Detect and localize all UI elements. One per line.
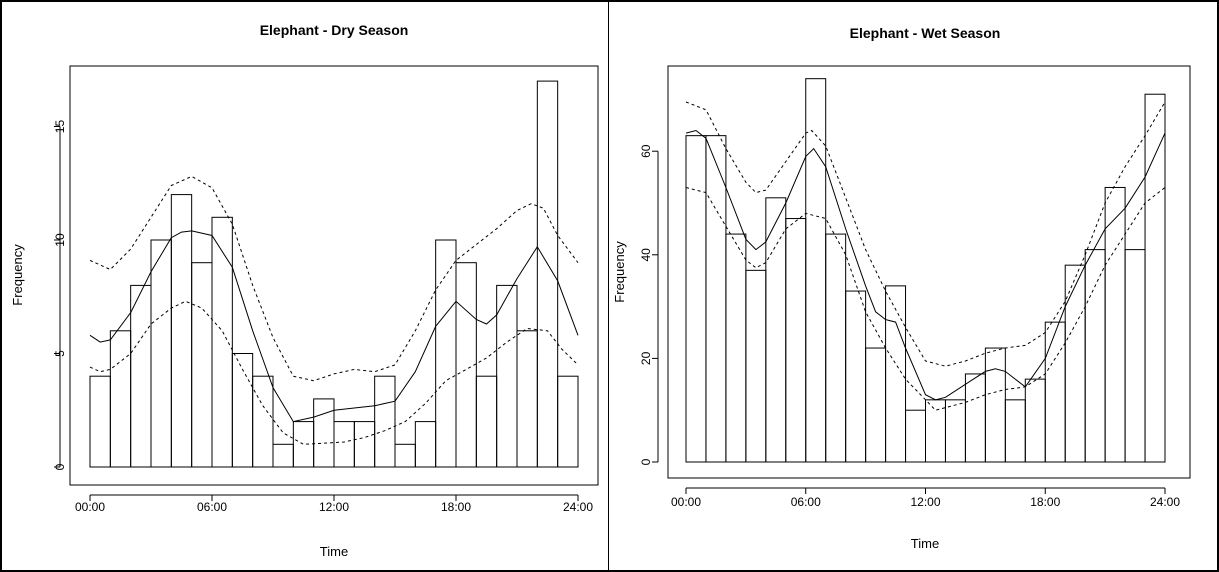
x-tick-label: 12:00 xyxy=(319,500,349,514)
histogram-bar xyxy=(272,443,294,468)
histogram-bar xyxy=(435,239,457,468)
histogram-bar xyxy=(536,80,559,468)
x-axis-label: Time xyxy=(320,544,348,559)
histogram-bar xyxy=(333,421,355,468)
histogram-bar xyxy=(1064,264,1086,463)
histogram-bar xyxy=(313,398,335,468)
histogram-bar xyxy=(964,373,986,463)
histogram-bar xyxy=(825,233,847,463)
density-line xyxy=(685,129,1166,401)
chart-title: Elephant - Dry Season xyxy=(260,22,409,38)
histogram-bar xyxy=(475,375,498,468)
histogram-bar xyxy=(394,443,416,468)
confidence-band-line xyxy=(89,175,579,382)
histogram-bar xyxy=(516,330,538,468)
histogram-bar xyxy=(1004,399,1026,463)
x-tick-label: 18:00 xyxy=(441,500,471,514)
y-axis-label: Frequency xyxy=(10,244,25,306)
histogram-bar xyxy=(865,347,887,463)
histogram-bar xyxy=(191,262,213,468)
histogram-bar xyxy=(1124,249,1146,463)
histogram-bar xyxy=(725,233,747,463)
dry-season-chart: Elephant - Dry Season Time Frequency 00:… xyxy=(10,22,599,559)
histogram-bar xyxy=(905,409,926,463)
histogram-bar xyxy=(1104,186,1126,463)
confidence-band-line xyxy=(685,187,1166,411)
y-tick-label: 0 xyxy=(53,463,67,470)
histogram-bar xyxy=(705,135,727,463)
confidence-band-line xyxy=(685,101,1166,367)
histogram-bar xyxy=(984,347,1006,463)
histogram-bar xyxy=(211,216,233,468)
y-tick-label: 10 xyxy=(53,233,67,247)
x-tick-label: 06:00 xyxy=(791,495,821,509)
panel-divider xyxy=(608,0,609,572)
x-tick-label: 00:00 xyxy=(75,500,105,514)
histogram-bar xyxy=(496,284,518,468)
x-axis-label: Time xyxy=(911,536,939,551)
histogram-bar xyxy=(109,330,132,468)
histogram-bar xyxy=(252,375,274,468)
plot-box xyxy=(69,65,599,486)
histogram-bar xyxy=(1024,378,1046,463)
histogram-bar xyxy=(845,290,867,463)
x-tick-label: 12:00 xyxy=(910,495,940,509)
histogram-bar xyxy=(89,375,111,468)
y-tick-label: 5 xyxy=(53,350,67,357)
x-tick-label: 24:00 xyxy=(1150,495,1180,509)
histogram-bar xyxy=(455,262,477,468)
histogram-bar xyxy=(944,399,966,463)
y-tick-label: 40 xyxy=(639,248,653,262)
histogram-bar xyxy=(685,135,707,463)
histogram-bar xyxy=(374,375,396,468)
histogram-bar xyxy=(1044,321,1066,463)
y-tick-label: 60 xyxy=(639,144,653,158)
histogram-bar xyxy=(745,269,767,463)
histogram-bar xyxy=(231,353,254,468)
histogram-bar xyxy=(805,78,827,463)
histogram-bar xyxy=(130,284,152,468)
y-tick-label: 15 xyxy=(53,120,67,134)
histogram-bar xyxy=(557,375,579,468)
histogram-bar xyxy=(292,421,315,468)
y-tick-label: 0 xyxy=(639,458,653,465)
chart-title: Elephant - Wet Season xyxy=(850,25,1001,41)
histogram-bar xyxy=(414,421,437,468)
histogram-bar xyxy=(1084,249,1106,463)
x-tick-label: 24:00 xyxy=(563,500,593,514)
wet-season-chart: Elephant - Wet Season Time Frequency 00:… xyxy=(612,25,1191,551)
density-line xyxy=(89,230,579,423)
x-tick-label: 18:00 xyxy=(1030,495,1060,509)
histogram-bar xyxy=(1144,93,1166,463)
histogram-bar xyxy=(885,285,907,463)
histogram-bar xyxy=(925,399,946,463)
y-tick-label: 20 xyxy=(639,351,653,365)
confidence-band-line xyxy=(89,300,579,445)
histogram-bar xyxy=(353,421,376,468)
plot-box xyxy=(667,65,1191,479)
histogram-bar xyxy=(150,239,172,468)
x-tick-label: 00:00 xyxy=(671,495,701,509)
y-axis-label: Frequency xyxy=(612,241,627,303)
histogram-bar xyxy=(785,218,807,463)
x-tick-label: 06:00 xyxy=(197,500,227,514)
histogram-bar xyxy=(765,197,787,463)
